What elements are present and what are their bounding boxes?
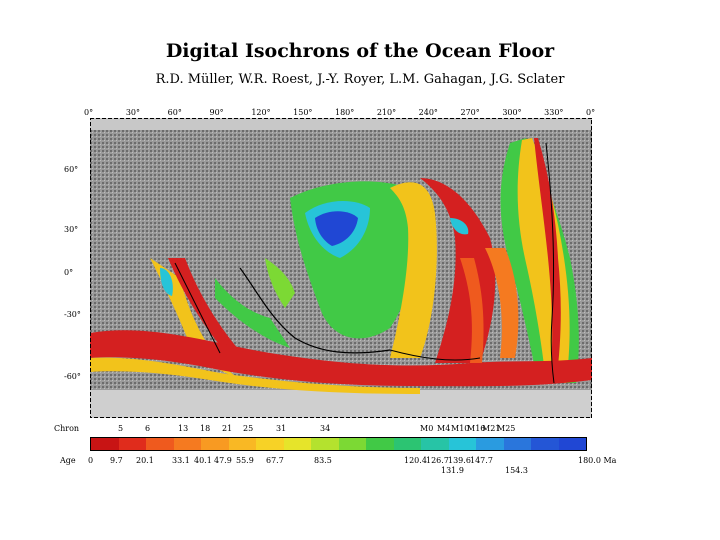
age-tick: 55.9 bbox=[236, 456, 254, 465]
age-tick: 9.7 bbox=[110, 456, 123, 465]
plate-boundary-atlantic bbox=[545, 142, 555, 384]
western-pacific-green bbox=[265, 258, 295, 308]
arctic-shelf bbox=[90, 118, 592, 130]
longitude-tick: 240° bbox=[418, 108, 438, 117]
age-tick: 20.1 bbox=[136, 456, 154, 465]
chron-tick: M10 bbox=[451, 424, 470, 433]
pacific-east-young bbox=[485, 248, 519, 358]
southern-ocean-older bbox=[90, 357, 420, 394]
colorbar-segment bbox=[311, 438, 339, 450]
antarctic-shelf bbox=[90, 390, 592, 418]
arabian-cyan bbox=[160, 268, 173, 296]
age-tick: 0 bbox=[88, 456, 94, 465]
colorbar-segment bbox=[558, 438, 586, 450]
page-title: Digital Isochrons of the Ocean Floor bbox=[165, 40, 555, 62]
author-line: R.D. Müller, W.R. Roest, J.-Y. Royer, L.… bbox=[155, 72, 565, 87]
age-tick: 40.1 bbox=[194, 456, 212, 465]
age-tick-lower: 154.3 bbox=[505, 466, 528, 475]
pacific-ocean-mid bbox=[390, 182, 437, 358]
plate-boundary bbox=[239, 267, 391, 354]
colorbar-segment bbox=[118, 438, 146, 450]
age-colorbar bbox=[90, 437, 587, 451]
chron-tick: M4 bbox=[437, 424, 451, 433]
plate-boundary-pacific bbox=[389, 349, 481, 361]
age-tick-lower: 131.9 bbox=[441, 466, 464, 475]
longitude-tick: 180° bbox=[335, 108, 355, 117]
chron-tick: 21 bbox=[222, 424, 233, 433]
age-tick: 139.6 bbox=[448, 456, 471, 465]
age-tick: 120.4 bbox=[404, 456, 427, 465]
colorbar-segment bbox=[393, 438, 421, 450]
colorbar-segment bbox=[421, 438, 449, 450]
indian-ocean-young bbox=[168, 258, 260, 373]
age-tick: 83.5 bbox=[314, 456, 332, 465]
chron-tick: 18 bbox=[200, 424, 211, 433]
latitude-tick: 30° bbox=[64, 225, 79, 234]
age-tick: 67.7 bbox=[266, 456, 284, 465]
chron-tick: M0 bbox=[420, 424, 434, 433]
chron-tick: 31 bbox=[276, 424, 287, 433]
longitude-tick: 0° bbox=[84, 108, 94, 117]
east-pacific-ridge bbox=[460, 258, 484, 363]
latitude-tick: -60° bbox=[64, 372, 81, 381]
longitude-tick: 60° bbox=[167, 108, 182, 117]
longitude-tick: 30° bbox=[125, 108, 141, 117]
colorbar-segment bbox=[201, 438, 229, 450]
chron-tick: 13 bbox=[178, 424, 189, 433]
chron-tick: 6 bbox=[145, 424, 151, 433]
colorbar-segment bbox=[531, 438, 559, 450]
indian-ocean-green bbox=[215, 278, 290, 348]
longitude-tick: 120° bbox=[251, 108, 271, 117]
age-tick: 147.7 bbox=[470, 456, 493, 465]
chron-tick: M21 bbox=[482, 424, 501, 433]
age-tick: 47.9 bbox=[214, 456, 232, 465]
latitude-tick: 60° bbox=[64, 165, 79, 174]
longitude-tick: 270° bbox=[460, 108, 480, 117]
chron-tick: M25 bbox=[497, 424, 516, 433]
latitude-tick: 0° bbox=[64, 268, 74, 277]
age-tick: 126.7 bbox=[426, 456, 449, 465]
ocean-floor-age-map bbox=[90, 118, 592, 418]
caribbean-cyan bbox=[450, 218, 469, 235]
latitude-tick: -30° bbox=[64, 310, 81, 319]
chron-tick: 25 bbox=[243, 424, 254, 433]
plate-boundary-indian bbox=[174, 262, 221, 354]
age-label: Age bbox=[60, 456, 76, 465]
colorbar-segment bbox=[173, 438, 201, 450]
colorbar-segment bbox=[476, 438, 504, 450]
longitude-tick: 210° bbox=[376, 108, 397, 117]
chron-tick: 34 bbox=[320, 424, 331, 433]
chron-tick: M16 bbox=[467, 424, 486, 433]
chron-label: Chron bbox=[54, 424, 80, 433]
colorbar-segment bbox=[366, 438, 394, 450]
longitude-tick: 150° bbox=[293, 108, 313, 117]
longitude-tick: 330° bbox=[544, 108, 564, 117]
colorbar-segment bbox=[503, 438, 531, 450]
longitude-tick: 0° bbox=[586, 108, 596, 117]
colorbar-segment bbox=[338, 438, 366, 450]
colorbar-segment bbox=[228, 438, 256, 450]
longitude-tick: 90° bbox=[209, 108, 224, 117]
age-tick: 33.1 bbox=[172, 456, 190, 465]
chron-tick: 5 bbox=[118, 424, 124, 433]
colorbar-segment bbox=[256, 438, 284, 450]
colorbar-segment bbox=[91, 438, 119, 450]
colorbar-segment bbox=[283, 438, 311, 450]
colorbar-segment bbox=[146, 438, 174, 450]
longitude-tick: 300° bbox=[502, 108, 522, 117]
colorbar-segment bbox=[448, 438, 476, 450]
age-tick: 180.0 Ma bbox=[578, 456, 617, 465]
pacific-ocean-oldest bbox=[315, 211, 358, 246]
atlantic-ridge bbox=[534, 138, 561, 383]
